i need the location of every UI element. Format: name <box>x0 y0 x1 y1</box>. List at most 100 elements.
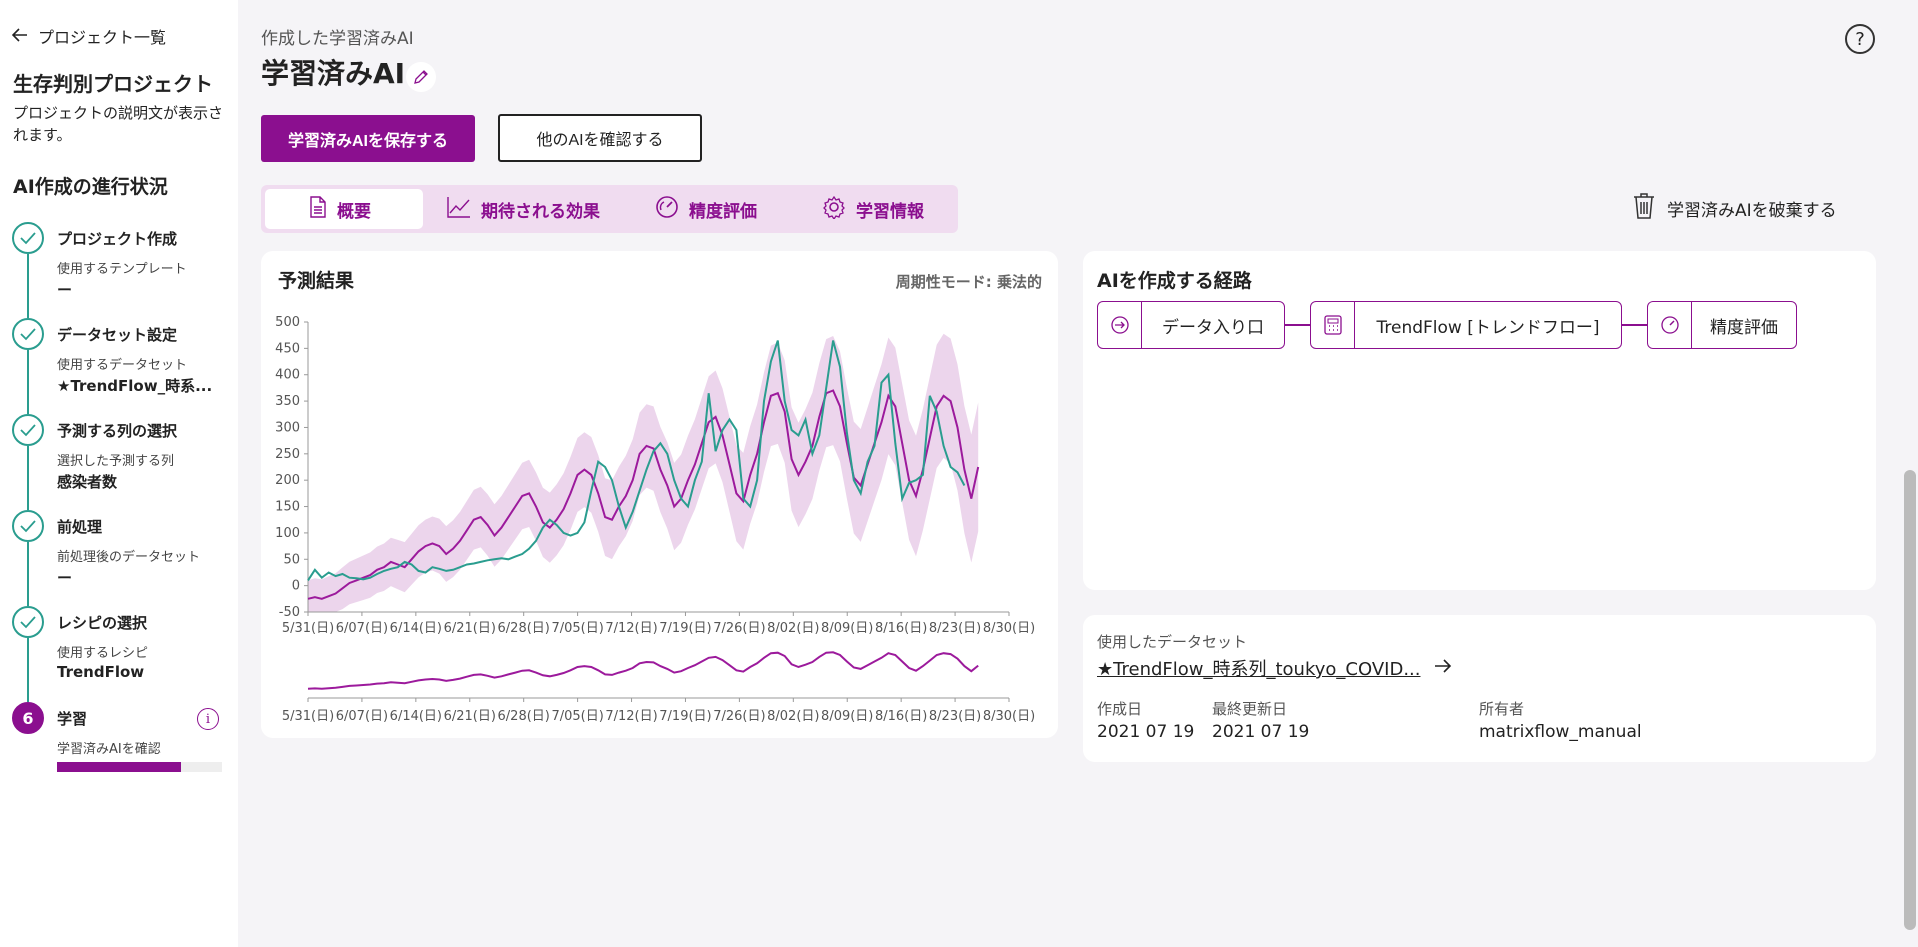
prediction-title: 予測結果 <box>278 270 355 292</box>
scrollbar[interactable] <box>1904 470 1916 930</box>
check-icon <box>12 318 44 350</box>
pipeline-connector <box>1285 324 1310 326</box>
tab-training-info[interactable]: 学習情報 <box>808 189 924 229</box>
step-value: ー <box>57 281 73 299</box>
y-tick-label: 300 <box>275 420 300 435</box>
x-tick-label: 6/21(日) <box>444 621 496 636</box>
x-tick-label: 7/05(日) <box>551 621 603 636</box>
help-icon[interactable]: ? <box>1845 24 1875 54</box>
y-tick-label: 200 <box>275 473 300 488</box>
y-tick-label: 500 <box>275 315 300 330</box>
step-training[interactable]: 6 学習 i 学習済みAIを確認 <box>12 702 234 798</box>
gauge-icon <box>1648 302 1692 348</box>
step-label: 前処理後のデータセット <box>57 550 201 565</box>
info-icon[interactable]: i <box>197 708 219 730</box>
tab-label: 精度評価 <box>689 201 757 222</box>
x-tick-label: 8/23(日) <box>929 621 981 636</box>
arrow-left-icon <box>11 27 28 46</box>
progress-steps: プロジェクト作成 使用するテンプレート ー データセット設定 使用するデータセッ… <box>12 222 234 798</box>
arrow-right-icon <box>1434 658 1452 679</box>
pencil-icon[interactable] <box>406 62 436 92</box>
y-tick-label: 150 <box>275 500 300 515</box>
step-name: 前処理 <box>57 518 103 536</box>
overview-tick-label: 8/16(日) <box>875 709 927 724</box>
node-label: 精度評価 <box>1710 317 1778 338</box>
line-chart-icon <box>447 196 471 223</box>
discard-label: 学習済みAIを破棄する <box>1667 201 1837 221</box>
overview-tick-label: 7/19(日) <box>659 709 711 724</box>
pipeline-node-accuracy[interactable]: 精度評価 <box>1647 301 1797 349</box>
save-trained-ai-button[interactable]: 学習済みAIを保存する <box>261 115 475 162</box>
x-tick-label: 5/31(日) <box>282 621 334 636</box>
pipeline-title: AIを作成する経路 <box>1097 270 1252 292</box>
overview-tick-label: 7/26(日) <box>713 709 765 724</box>
progress-title: AI作成の進行状況 <box>13 176 168 198</box>
step-value: 感染者数 <box>57 473 118 491</box>
check-icon <box>12 510 44 542</box>
x-tick-label: 6/28(日) <box>498 621 550 636</box>
node-label: TrendFlow [トレンドフロー] <box>1376 317 1600 338</box>
page-subtitle: 作成した学習済みAI <box>261 29 414 49</box>
y-tick-label: -50 <box>279 605 300 620</box>
discard-trained-ai-button[interactable]: 学習済みAIを破棄する <box>1633 192 1837 225</box>
overview-tick-label: 6/28(日) <box>498 709 550 724</box>
tab-overview[interactable]: 概要 <box>265 189 423 229</box>
overview-tick-label: 5/31(日) <box>282 709 334 724</box>
x-tick-label: 7/19(日) <box>659 621 711 636</box>
step-connector <box>27 350 29 414</box>
overview-tick-label: 8/02(日) <box>767 709 819 724</box>
x-tick-label: 8/09(日) <box>821 621 873 636</box>
training-progress-bar <box>57 762 222 772</box>
project-title: 生存判別プロジェクト <box>13 72 213 96</box>
step-project-create[interactable]: プロジェクト作成 使用するテンプレート ー <box>12 222 234 318</box>
created-date: 2021 07 19 <box>1097 722 1195 742</box>
back-to-projects-link[interactable]: プロジェクト一覧 <box>11 24 167 48</box>
step-connector <box>27 638 29 702</box>
dataset-link[interactable]: ★TrendFlow_時系列_toukyo_COVID... <box>1097 655 1452 681</box>
overview-tick-label: 7/05(日) <box>551 709 603 724</box>
check-icon <box>12 222 44 254</box>
step-target-column[interactable]: 予測する列の選択 選択した予測する列 感染者数 <box>12 414 234 510</box>
step-connector <box>27 254 29 318</box>
pipeline-node-data-input[interactable]: データ入り口 <box>1097 301 1285 349</box>
overview-tick-label: 6/21(日) <box>444 709 496 724</box>
x-tick-label: 8/30(日) <box>983 621 1035 636</box>
step-label: 使用するレシピ <box>57 646 149 661</box>
overview-tick-label: 8/30(日) <box>983 709 1035 724</box>
page-title: 学習済みAI <box>261 57 406 90</box>
dataset-name: ★TrendFlow_時系列_toukyo_COVID... <box>1097 659 1421 680</box>
tab-accuracy[interactable]: 精度評価 <box>641 189 757 229</box>
step-value: ー <box>57 569 73 587</box>
node-label: データ入り口 <box>1162 317 1264 338</box>
step-value: TrendFlow <box>57 663 145 681</box>
overview-tick-label: 6/07(日) <box>336 709 388 724</box>
updated-date: 2021 07 19 <box>1212 722 1310 742</box>
overview-series-line <box>307 651 979 690</box>
check-icon <box>12 606 44 638</box>
overview-tick-label: 8/09(日) <box>821 709 873 724</box>
updated-label: 最終更新日 <box>1212 700 1288 718</box>
step-connector <box>27 542 29 606</box>
sidebar: プロジェクト一覧 生存判別プロジェクト プロジェクトの説明文が表示されます。 A… <box>0 0 238 947</box>
pipeline-node-trendflow[interactable]: TrendFlow [トレンドフロー] <box>1310 301 1622 349</box>
confidence-band <box>308 333 979 612</box>
view-other-ai-button[interactable]: 他のAIを確認する <box>498 114 702 162</box>
x-tick-label: 7/12(日) <box>605 621 657 636</box>
prediction-chart: -50 0 50 100 150 200 250 300 350 400 450 500 5/31(日)… <box>275 315 1035 724</box>
step-recipe[interactable]: レシピの選択 使用するレシピ TrendFlow <box>12 606 234 702</box>
tab-expected-effect[interactable]: 期待される効果 <box>433 189 600 229</box>
y-tick-label: 400 <box>275 368 300 383</box>
project-description: プロジェクトの説明文が表示されます。 <box>13 104 224 144</box>
tab-bar: 概要 期待される効果 精度評価 学習情報 <box>261 185 958 233</box>
owner-name: matrixflow_manual <box>1479 722 1642 742</box>
pipeline-connector <box>1622 324 1647 326</box>
overview-tick-label: 8/23(日) <box>929 709 981 724</box>
step-name: プロジェクト作成 <box>57 230 178 248</box>
progress-fill <box>57 762 181 772</box>
y-tick-label: 350 <box>275 394 300 409</box>
x-tick-label: 7/26(日) <box>713 621 765 636</box>
y-tick-label: 100 <box>275 526 300 541</box>
back-label: プロジェクト一覧 <box>38 28 167 47</box>
step-dataset[interactable]: データセット設定 使用するデータセット ★TrendFlow_時系... <box>12 318 234 414</box>
step-preprocess[interactable]: 前処理 前処理後のデータセット ー <box>12 510 234 606</box>
